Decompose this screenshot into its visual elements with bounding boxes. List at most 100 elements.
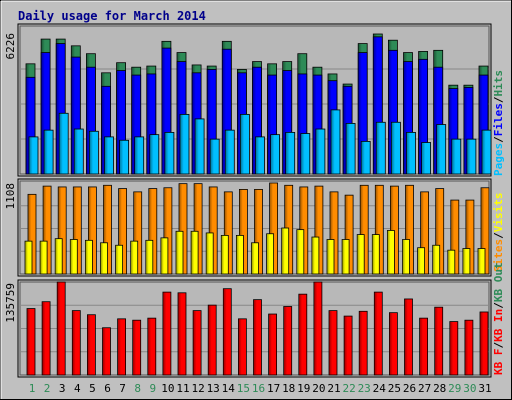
legend-top-item-1: / xyxy=(492,136,505,143)
bar-kbin-day-28 xyxy=(434,306,444,376)
x-tick-label-3: 3 xyxy=(59,382,66,395)
bar-pages-day-2 xyxy=(43,129,54,175)
x-tick-label-19: 19 xyxy=(297,382,310,395)
bar-visits-day-12 xyxy=(190,230,199,275)
legend-bottom-item-1: / xyxy=(492,342,505,349)
bar-visits-day-7 xyxy=(115,244,123,275)
bar-visits-day-23 xyxy=(356,234,365,275)
legend-top-item-2: Files xyxy=(492,103,505,136)
bar-visits-day-29 xyxy=(447,249,456,275)
bar-kbin-day-7 xyxy=(117,318,126,376)
bar-kbin-day-11 xyxy=(177,292,187,376)
bar-kbin-day-8 xyxy=(132,319,142,376)
bar-kbin-day-10 xyxy=(162,291,172,376)
bar-pages-day-10 xyxy=(164,132,175,175)
bar-pages-day-1 xyxy=(28,136,39,175)
legend-bottom-item-3: / xyxy=(492,302,505,309)
bar-visits-day-11 xyxy=(175,230,184,275)
bar-kbin-day-6 xyxy=(102,327,111,376)
x-tick-label-5: 5 xyxy=(89,382,96,395)
bar-visits-day-4 xyxy=(69,239,78,275)
bar-kbin-day-23 xyxy=(358,310,368,376)
x-tick-labels: 1 2 3 4 5 6 7 8 9 10 11 12 13 14 15 16 17 18 19 20 21 22 23 24 2… xyxy=(29,382,492,395)
bar-visits-day-8 xyxy=(130,240,139,275)
bar-kbin-day-24 xyxy=(373,291,383,376)
bar-pages-day-8 xyxy=(134,136,145,175)
bar-visits-day-26 xyxy=(402,239,410,275)
bar-kbin-day-9 xyxy=(147,317,157,376)
bar-visits-day-25 xyxy=(386,230,395,275)
x-tick-label-6: 6 xyxy=(104,382,111,395)
bar-pages-day-12 xyxy=(194,118,205,175)
bar-visits-day-9 xyxy=(145,239,154,275)
bar-pages-day-9 xyxy=(149,134,160,175)
x-tick-label-16: 16 xyxy=(252,382,265,395)
bar-pages-day-3 xyxy=(58,112,69,175)
bar-pages-day-4 xyxy=(73,128,84,175)
bar-kbin-day-17 xyxy=(268,313,278,376)
x-tick-label-11: 11 xyxy=(176,382,189,395)
legend-middle: Sites/Visits xyxy=(492,193,505,273)
bar-pages-day-27 xyxy=(421,142,432,175)
bar-pages-day-29 xyxy=(451,138,462,175)
bar-kbin-day-29 xyxy=(449,321,459,376)
legend-middle-item-1: / xyxy=(492,232,505,239)
bar-visits-day-2 xyxy=(39,240,48,275)
bar-visits-day-15 xyxy=(235,234,244,275)
bar-kbin-day-3 xyxy=(56,281,66,376)
bar-pages-day-24 xyxy=(375,121,386,175)
bar-pages-day-31 xyxy=(481,129,492,175)
bar-visits-day-30 xyxy=(462,248,471,275)
x-tick-label-17: 17 xyxy=(267,382,280,395)
bar-kbin-day-15 xyxy=(237,318,247,376)
x-tick-label-7: 7 xyxy=(119,382,126,395)
bar-visits-day-28 xyxy=(432,244,441,275)
bar-visits-day-16 xyxy=(251,242,259,275)
x-tick-label-31: 31 xyxy=(478,382,491,395)
legend-middle-item-0: Sites xyxy=(492,239,505,272)
x-tick-label-29: 29 xyxy=(448,382,461,395)
x-tick-label-1: 1 xyxy=(29,382,36,395)
legend-bottom: KB F/KB In/KB Out xyxy=(492,262,505,375)
bar-pages-day-13 xyxy=(209,138,220,175)
bar-pages-day-5 xyxy=(89,130,99,175)
x-tick-label-12: 12 xyxy=(191,382,204,395)
bar-kbin-day-31 xyxy=(479,311,489,376)
legend-top-item-4: Hits xyxy=(492,70,505,97)
bar-kbin-day-26 xyxy=(404,298,413,376)
x-tick-label-8: 8 xyxy=(134,382,141,395)
bar-kbin-day-13 xyxy=(207,304,217,376)
bar-pages-day-30 xyxy=(466,138,477,175)
bar-kbin-day-22 xyxy=(343,315,353,376)
bar-pages-day-14 xyxy=(224,129,235,175)
panel-top-max-label: 6226 xyxy=(4,33,17,60)
panel-top-frame xyxy=(17,23,492,177)
x-tick-label-10: 10 xyxy=(161,382,174,395)
x-tick-label-21: 21 xyxy=(327,382,340,395)
bar-kbin-day-14 xyxy=(222,288,232,376)
bar-pages-day-16 xyxy=(255,136,265,175)
bar-pages-day-25 xyxy=(390,121,401,175)
legend-top-item-3: / xyxy=(492,96,505,103)
bar-pages-day-19 xyxy=(300,133,311,175)
legend-top: Pages/Files/Hits xyxy=(492,70,505,176)
x-tick-label-30: 30 xyxy=(463,382,476,395)
x-tick-label-22: 22 xyxy=(342,382,355,395)
x-tick-label-26: 26 xyxy=(403,382,416,395)
x-tick-label-13: 13 xyxy=(207,382,220,395)
bar-pages-day-22 xyxy=(345,123,356,175)
panel-bottom-max-label: 135759 xyxy=(4,283,17,323)
bar-kbin-day-30 xyxy=(464,319,474,376)
x-tick-label-27: 27 xyxy=(418,382,431,395)
legend-middle-item-2: Visits xyxy=(492,193,505,233)
bar-pages-day-26 xyxy=(406,132,416,175)
bar-kbin-day-27 xyxy=(419,317,429,376)
bar-visits-day-24 xyxy=(371,234,380,275)
bar-pages-day-23 xyxy=(360,140,371,175)
bar-visits-day-17 xyxy=(266,233,275,275)
bar-visits-day-21 xyxy=(326,239,335,275)
x-tick-label-9: 9 xyxy=(149,382,156,395)
bar-visits-day-5 xyxy=(85,239,93,275)
panel-bottom-frame xyxy=(17,279,492,378)
